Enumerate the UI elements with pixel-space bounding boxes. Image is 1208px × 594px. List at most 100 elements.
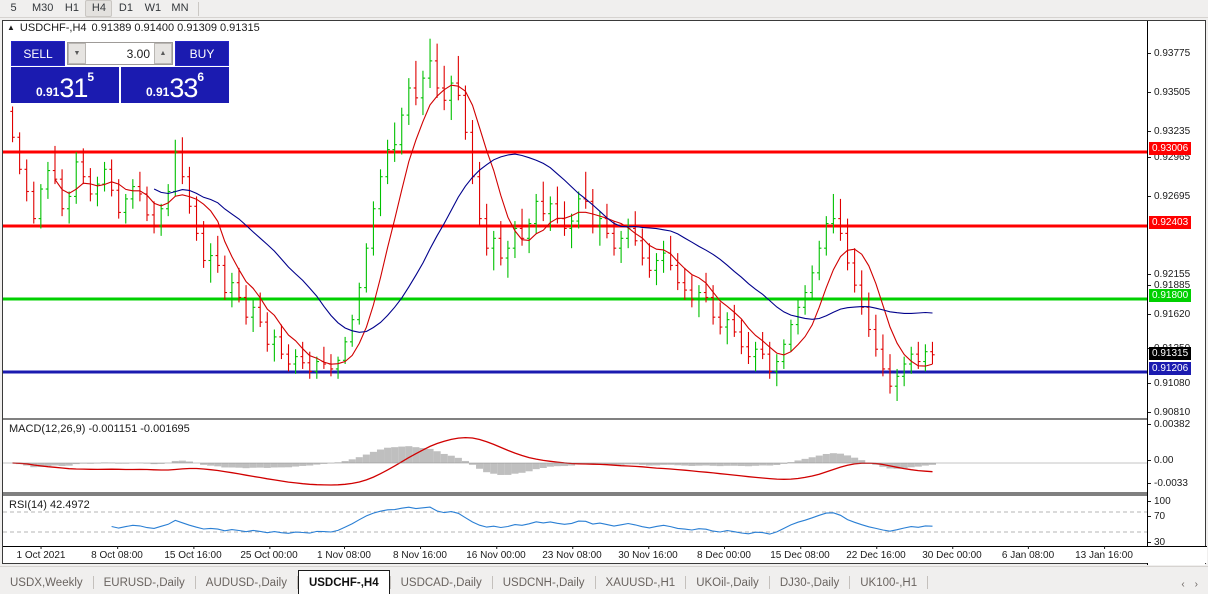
bid-level-blue-label: 0.91206 xyxy=(1149,362,1192,375)
ma-slow-line xyxy=(153,153,933,333)
time-scale[interactable]: 1 Oct 2021 8 Oct 08:00 15 Oct 16:00 25 Oct … xyxy=(3,546,1207,563)
macd-indicator-title: MACD(12,26,9) -0.001151 -0.001695 xyxy=(7,423,192,435)
chevron-up-icon[interactable]: ▲ xyxy=(154,43,172,64)
timeframe-button-m30[interactable]: M30 xyxy=(32,2,54,14)
buy-price-prefix: 0.91 xyxy=(145,85,170,99)
price-tick-3: 0.92965 xyxy=(1148,153,1190,163)
timeframe-button-h4[interactable]: H4 xyxy=(85,0,113,17)
time-tick-12: 30 Dec 00:00 xyxy=(922,546,982,561)
volume-stepper[interactable]: ▼ 3.00 ▲ xyxy=(67,42,173,65)
price-tick-10: 0.90810 xyxy=(1148,408,1190,418)
price-plot[interactable] xyxy=(3,21,1149,548)
time-tick-6: 16 Nov 00:00 xyxy=(466,546,526,561)
chevron-right-icon[interactable]: › xyxy=(1194,579,1198,590)
rsi-line xyxy=(111,506,933,535)
time-tick-4: 1 Nov 08:00 xyxy=(317,546,371,561)
chart-tab-audusddaily[interactable]: AUDUSD-,Daily xyxy=(205,577,287,589)
tab-separator xyxy=(491,575,493,589)
sell-button[interactable]: SELL xyxy=(11,41,65,66)
macd-tick-1: 0.00 xyxy=(1148,456,1173,466)
tab-separator xyxy=(849,575,851,589)
sell-price-main: 31 xyxy=(59,73,88,103)
trade-panel-prices: 0.91 31 5 0.91 33 6 xyxy=(11,67,229,103)
chart-tab-xauusdh1[interactable]: XAUUSD-,H1 xyxy=(605,577,676,589)
timeframe-button-w1[interactable]: W1 xyxy=(144,2,162,14)
macd-tick-2: -0.0033 xyxy=(1148,479,1188,489)
chart-tab-ukoildaily[interactable]: UKOil-,Daily xyxy=(696,577,759,589)
tab-separator xyxy=(389,575,391,589)
volume-input[interactable]: 3.00 xyxy=(86,43,154,64)
tab-separator xyxy=(685,575,687,589)
chart-tab-dj30daily[interactable]: DJ30-,Daily xyxy=(779,577,840,589)
support-level-green-label: 0.91800 xyxy=(1149,289,1192,302)
tab-separator xyxy=(296,575,298,589)
macd-histogram xyxy=(16,446,936,475)
toolbar-separator xyxy=(197,1,199,16)
timeframe-button-5[interactable]: 5 xyxy=(10,2,17,14)
time-tick-2: 15 Oct 16:00 xyxy=(164,546,222,561)
chart-tabs-list: USDX,Weekly EURUSD-,Daily AUDUSD-,Daily USD… xyxy=(0,570,1181,594)
time-tick-11: 22 Dec 16:00 xyxy=(846,546,906,561)
timeframe-button-mn[interactable]: MN xyxy=(171,2,189,14)
tab-separator xyxy=(768,575,770,589)
ohlc-bars xyxy=(10,38,935,401)
current-price-label: 0.91315 xyxy=(1149,347,1192,360)
triangle-up-icon[interactable]: ▲ xyxy=(7,23,15,32)
chart-tabs-bar: USDX,Weekly EURUSD-,Daily AUDUSD-,Daily USD… xyxy=(0,566,1208,594)
tab-separator xyxy=(92,575,94,589)
time-tick-10: 15 Dec 08:00 xyxy=(770,546,830,561)
buy-price-main: 33 xyxy=(169,73,198,103)
time-tick-13: 6 Jan 08:00 xyxy=(1001,546,1055,561)
time-tick-3: 25 Oct 00:00 xyxy=(240,546,298,561)
timeframe-button-h1[interactable]: H1 xyxy=(64,2,79,14)
trade-panel-top-row: SELL ▼ 3.00 ▲ BUY xyxy=(11,41,229,66)
time-tick-7: 23 Nov 08:00 xyxy=(542,546,602,561)
price-tick-7: 0.91620 xyxy=(1148,310,1190,320)
chart-tab-usdcnhdaily[interactable]: USDCNH-,Daily xyxy=(502,577,585,589)
chart-tab-usdxweekly[interactable]: USDX,Weekly xyxy=(10,577,83,589)
price-tick-5: 0.92155 xyxy=(1148,270,1190,280)
chart-header: ▲ USDCHF-,H4 0.91389 0.91400 0.91309 0.9… xyxy=(3,21,1205,34)
time-tick-14: 13 Jan 16:00 xyxy=(1075,546,1133,561)
time-tick-5: 8 Nov 16:00 xyxy=(393,546,447,561)
ma-fast-line xyxy=(54,84,933,367)
time-tick-8: 30 Nov 16:00 xyxy=(618,546,678,561)
tab-separator xyxy=(594,575,596,589)
chevron-left-icon[interactable]: ‹ xyxy=(1181,579,1185,590)
timeframe-toolbar: 5 M30 H1 H4 D1 W1 MN xyxy=(0,0,1208,18)
sell-price-prefix: 0.91 xyxy=(35,85,60,99)
sell-price-fraction: 5 xyxy=(87,70,95,84)
price-tick-6: 0.91885 xyxy=(1148,281,1190,291)
price-tick-1: 0.93505 xyxy=(1148,88,1190,98)
rsi-tick-1: 70 xyxy=(1148,512,1165,522)
resistance-level-1-label: 0.93006 xyxy=(1149,142,1192,155)
buy-price-fraction: 6 xyxy=(197,70,205,84)
price-scale[interactable]: 0.93775 0.93505 0.93235 0.92965 0.92695 0.921… xyxy=(1147,21,1205,565)
rsi-tick-2: 30 xyxy=(1148,538,1165,548)
rsi-tick-0: 100 xyxy=(1148,497,1171,507)
time-tick-9: 8 Dec 00:00 xyxy=(697,546,751,561)
price-tick-4: 0.92695 xyxy=(1148,192,1190,202)
macd-tick-0: 0.00382 xyxy=(1148,420,1190,430)
macd-signal-line xyxy=(12,436,933,486)
buy-price-display[interactable]: 0.91 33 6 xyxy=(121,67,229,103)
chart-tab-uk100h1[interactable]: UK100-,H1 xyxy=(860,577,918,589)
sell-price-display[interactable]: 0.91 31 5 xyxy=(11,67,119,103)
one-click-trading-panel[interactable]: SELL ▼ 3.00 ▲ BUY 0.91 31 5 0.91 33 6 xyxy=(11,41,229,103)
buy-button[interactable]: BUY xyxy=(175,41,229,66)
chart-window[interactable]: ▲ USDCHF-,H4 0.91389 0.91400 0.91309 0.9… xyxy=(2,20,1207,565)
price-tick-9: 0.91080 xyxy=(1148,379,1190,389)
tab-separator xyxy=(927,575,929,589)
time-tick-0: 1 Oct 2021 xyxy=(16,546,66,561)
chart-tab-eurusddaily[interactable]: EURUSD-,Daily xyxy=(103,577,185,589)
chart-ohlc-values: 0.91389 0.91400 0.91309 0.91315 xyxy=(91,21,260,34)
chart-tabs-nav: ‹ › xyxy=(1181,579,1208,594)
chevron-down-icon[interactable]: ▼ xyxy=(68,43,86,64)
chart-tab-usdchfh4[interactable]: USDCHF-,H4 xyxy=(297,570,390,594)
resistance-level-2-label: 0.92403 xyxy=(1149,216,1192,229)
chart-tab-usdcaddaily[interactable]: USDCAD-,Daily xyxy=(400,577,482,589)
timeframe-button-d1[interactable]: D1 xyxy=(118,2,133,14)
price-tick-2: 0.93235 xyxy=(1148,127,1190,137)
tab-separator xyxy=(194,575,196,589)
